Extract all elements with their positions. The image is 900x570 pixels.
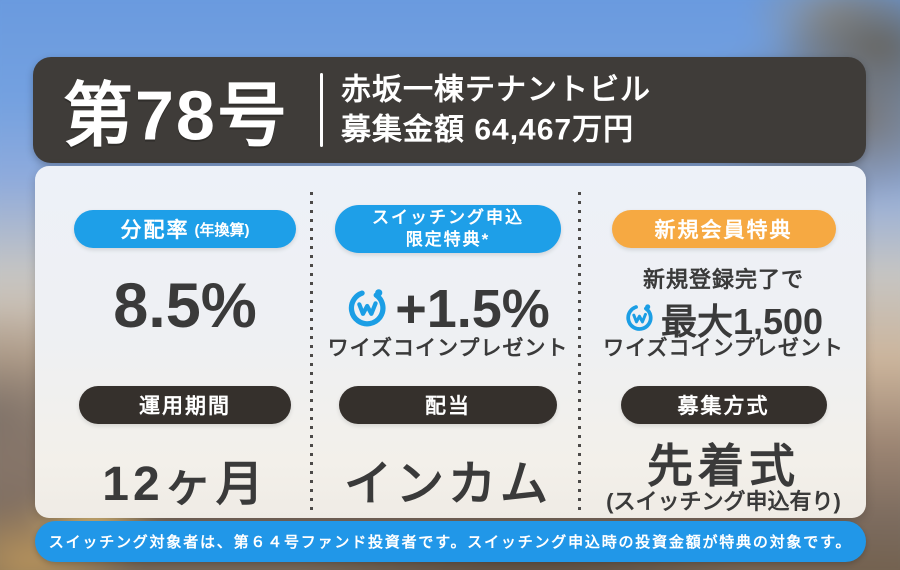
dividend-badge: 配当 [339, 386, 557, 424]
new-member-value-sub: ワイズコインプレゼント [603, 337, 844, 360]
offering-amount: 募集金額 64,467万円 [341, 113, 635, 146]
switching-value-sub: ワイズコインプレゼント [327, 337, 569, 360]
switching-badge: スイッチング申込 限定特典* [335, 205, 561, 253]
fund-details-card: 分配率 (年換算) 8.5% 運用期間 12ヶ月 スイッチング申込 限定特典* [35, 166, 866, 518]
new-member-line1: 新規登録完了で [642, 267, 805, 292]
method-value: 先着式 [647, 440, 800, 492]
period-badge: 運用期間 [79, 386, 291, 424]
switching-value-row: +1.5% [346, 278, 550, 340]
footer-note-bar: スイッチング対象者は、第６４号ファンド投資者です。スイッチング申込時の投資金額が… [35, 521, 866, 562]
dotted-divider [578, 192, 581, 514]
property-name: 赤坂一棟テナントビル [341, 73, 651, 107]
new-member-value: 最大1,500 [660, 301, 824, 342]
footer-note: スイッチング対象者は、第６４号ファンド投資者です。スイッチング申込時の投資金額が… [48, 534, 853, 551]
column-switching: スイッチング申込 限定特典* +1.5% ワイズコインプレゼント 配当 インカム [315, 166, 581, 518]
fund-header: 第78号 赤坂一棟テナントビル 募集金額 64,467万円 [33, 57, 866, 163]
switching-value: +1.5% [395, 279, 550, 339]
fund-summary: 赤坂一棟テナントビル 募集金額 64,467万円 [341, 70, 651, 149]
distribution-badge: 分配率 (年換算) [74, 210, 296, 248]
new-member-badge: 新規会員特典 [611, 210, 836, 248]
wise-coin-icon [624, 302, 654, 337]
distribution-value: 8.5% [113, 271, 257, 341]
header-divider [320, 73, 323, 147]
method-note: (スイッチング申込有り) [606, 489, 841, 514]
dividend-value: インカム [343, 458, 553, 511]
dotted-divider [310, 192, 313, 514]
period-value: 12ヶ月 [102, 458, 268, 511]
column-distribution: 分配率 (年換算) 8.5% 運用期間 12ヶ月 [45, 166, 325, 518]
fund-number: 第78号 [63, 76, 289, 155]
new-member-value-row: 最大1,500 [624, 293, 823, 345]
distribution-badge-note: (年換算) [194, 221, 250, 239]
method-badge: 募集方式 [620, 386, 827, 424]
wise-coin-icon [346, 286, 388, 333]
column-new-member: 新規会員特典 新規登録完了で 最大1,500 ワイズコインプレゼント 募集方式 … [581, 166, 866, 518]
